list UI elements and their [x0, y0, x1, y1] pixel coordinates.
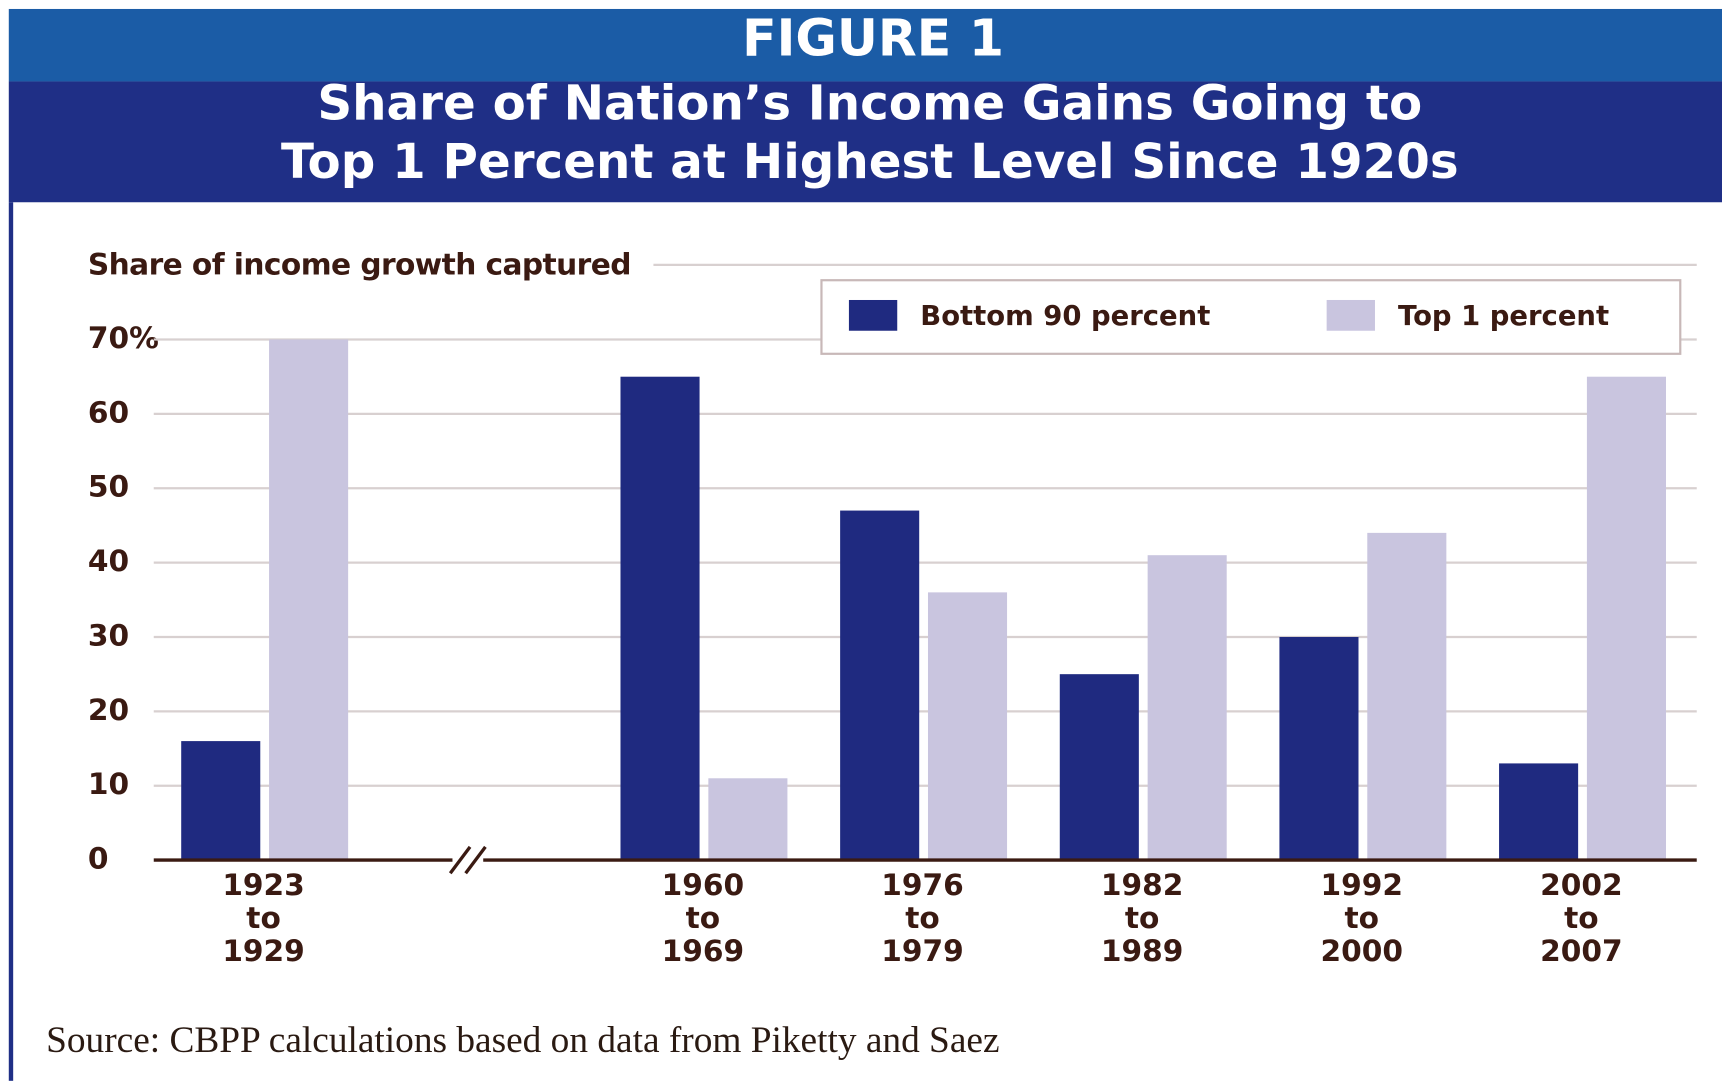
left-border — [8, 202, 14, 1081]
y-tick-label: 70% — [88, 320, 159, 355]
y-tick-label: 20 — [88, 692, 129, 727]
x-tick-label: 2000 — [1321, 933, 1404, 968]
axis-break-mark — [464, 845, 487, 875]
legend-swatch — [1326, 299, 1375, 331]
y-tick-label: 30 — [88, 617, 129, 652]
y-tick-label: 0 — [88, 841, 109, 876]
legend-swatch — [848, 299, 898, 331]
bar — [620, 376, 700, 861]
legend-box — [820, 279, 1682, 355]
x-tick-label: 1960 — [662, 867, 745, 902]
legend-label: Top 1 percent — [1398, 301, 1609, 332]
subtitle-band — [8, 81, 1722, 203]
x-tick-label: 2007 — [1540, 933, 1623, 968]
x-tick-label: to — [905, 900, 940, 935]
y-tick-label: 60 — [88, 394, 129, 429]
chart-title: FIGURE 1 — [742, 8, 1004, 67]
bar — [927, 592, 1008, 861]
x-tick-label: 1929 — [222, 933, 305, 968]
chart-subtitle: Top 1 Percent at Highest Level Since 192… — [281, 134, 1459, 190]
x-tick-label: to — [1125, 900, 1160, 935]
x-tick-label: 2002 — [1540, 867, 1623, 902]
x-tick-label: to — [246, 900, 281, 935]
x-tick-label: to — [686, 900, 721, 935]
x-tick-label: 1923 — [222, 867, 305, 902]
bar — [1147, 555, 1227, 861]
y-tick-label: 40 — [88, 543, 129, 578]
x-tick-label: to — [1345, 900, 1380, 935]
bar — [181, 741, 261, 861]
title-band — [8, 8, 1722, 82]
bar — [1499, 763, 1579, 861]
y-tick-label: 10 — [88, 766, 129, 801]
bar — [1586, 376, 1666, 861]
axis-break-mark — [448, 845, 472, 875]
bar — [1279, 636, 1359, 861]
axis-break — [452, 853, 484, 867]
bar — [1059, 674, 1139, 861]
bar — [1367, 532, 1447, 861]
x-tick-label: 1982 — [1101, 867, 1184, 902]
chart-subtitle: Share of Nation’s Income Gains Going to — [317, 76, 1422, 132]
source-note: Source: CBPP calculations based on data … — [46, 1020, 999, 1061]
legend-label: Bottom 90 percent — [920, 301, 1210, 332]
y-tick-label: 50 — [88, 469, 129, 504]
x-tick-label: 1989 — [1101, 933, 1184, 968]
x-tick-label: 1992 — [1321, 867, 1404, 902]
bar — [840, 510, 920, 861]
x-tick-label: 1976 — [881, 867, 964, 902]
x-tick-label: 1979 — [881, 933, 964, 968]
y-axis-label: Share of income growth captured — [88, 246, 632, 281]
x-tick-label: to — [1564, 900, 1599, 935]
bar — [269, 339, 349, 861]
x-tick-label: 1969 — [662, 933, 745, 968]
bar — [708, 778, 788, 861]
